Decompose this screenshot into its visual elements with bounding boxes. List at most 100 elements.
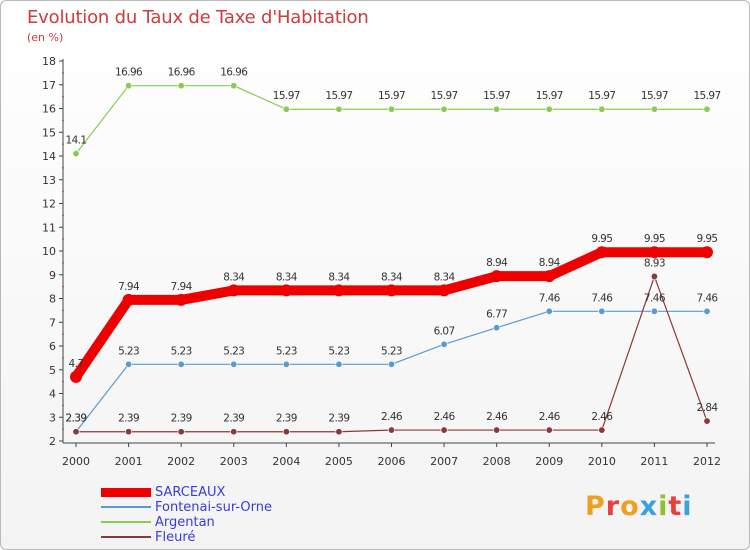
data-point xyxy=(177,360,185,368)
data-point xyxy=(595,246,608,259)
y-tick-label: 12 xyxy=(42,198,56,211)
y-minor-tick xyxy=(62,238,64,240)
logo-letter: r xyxy=(605,491,621,522)
x-tick-label: 2002 xyxy=(167,455,195,468)
data-label: 8.34 xyxy=(434,271,456,283)
data-label: 15.97 xyxy=(588,90,615,102)
data-label: 16.96 xyxy=(220,67,248,79)
data-point xyxy=(125,82,133,90)
x-tick-label: 2010 xyxy=(588,455,616,468)
y-minor-tick xyxy=(62,143,64,145)
chart-subtitle: (en %) xyxy=(27,31,64,44)
y-tick-label: 10 xyxy=(42,245,56,258)
legend-label: Fleuré xyxy=(155,530,196,545)
data-point xyxy=(650,307,658,315)
y-tick-label: 15 xyxy=(42,126,56,139)
logo-letter: x xyxy=(639,491,659,522)
data-point xyxy=(440,340,448,348)
data-point xyxy=(175,293,188,306)
y-minor-tick xyxy=(62,119,64,121)
data-label: 2.46 xyxy=(591,411,613,423)
data-point xyxy=(543,270,556,283)
data-point xyxy=(70,370,82,383)
data-label: 15.97 xyxy=(483,90,510,102)
x-tick-label: 2012 xyxy=(693,455,721,468)
y-tick-label: 8 xyxy=(49,293,56,306)
legend-label: SARCEAUX xyxy=(155,485,226,500)
data-label: 2.84 xyxy=(697,402,719,414)
data-label: 15.97 xyxy=(641,90,668,102)
data-point xyxy=(122,293,135,306)
x-tick-label: 2009 xyxy=(535,455,563,468)
logo-letter: t xyxy=(668,491,683,522)
data-label: 5.23 xyxy=(118,345,139,357)
data-point xyxy=(385,284,398,297)
data-point xyxy=(545,307,553,315)
y-tick-label: 18 xyxy=(42,55,56,68)
data-point xyxy=(493,105,501,113)
logo-letter: o xyxy=(620,491,640,522)
data-label: 5.23 xyxy=(328,345,349,357)
data-label: 9.95 xyxy=(697,233,718,245)
data-label: 8.34 xyxy=(328,271,350,283)
data-point xyxy=(701,246,713,259)
data-point xyxy=(335,428,343,436)
data-label: 2.39 xyxy=(66,413,87,425)
data-point xyxy=(650,272,658,280)
y-minor-tick xyxy=(62,428,64,430)
y-tick-label: 3 xyxy=(49,411,56,424)
data-point xyxy=(177,428,185,436)
data-label: 15.97 xyxy=(431,90,458,102)
x-tick-label: 2011 xyxy=(640,455,668,468)
y-minor-tick xyxy=(62,72,64,74)
data-point xyxy=(387,426,395,434)
data-label: 16.96 xyxy=(115,67,143,79)
data-label: 7.94 xyxy=(171,281,193,293)
data-point xyxy=(493,324,501,332)
data-point xyxy=(598,307,606,315)
logo-letter: i xyxy=(682,491,693,522)
data-label: 7.46 xyxy=(591,292,613,304)
y-tick-label: 16 xyxy=(42,103,56,116)
data-label: 5.23 xyxy=(276,345,297,357)
logo-letter: P xyxy=(585,491,606,522)
data-label: 7.46 xyxy=(644,292,666,304)
data-point xyxy=(490,270,503,283)
data-label: 15.97 xyxy=(693,90,720,102)
data-label: 15.97 xyxy=(325,90,352,102)
y-minor-tick xyxy=(62,357,64,359)
y-minor-tick xyxy=(62,214,64,216)
legend-swatch xyxy=(101,487,151,497)
y-tick-label: 2 xyxy=(49,435,56,448)
data-point xyxy=(387,105,395,113)
legend-label: Fontenai-sur-Orne xyxy=(155,500,272,515)
y-tick-label: 14 xyxy=(42,150,56,163)
data-point xyxy=(598,426,606,434)
legend-swatch xyxy=(101,521,151,523)
data-label: 16.96 xyxy=(168,67,196,79)
x-tick-label: 2000 xyxy=(62,455,90,468)
data-label: 6.77 xyxy=(486,309,507,321)
data-point xyxy=(72,428,80,436)
y-minor-tick xyxy=(62,309,64,311)
y-minor-tick xyxy=(62,191,64,193)
y-tick-label: 9 xyxy=(49,269,56,282)
y-minor-tick xyxy=(62,381,64,383)
data-point xyxy=(230,428,238,436)
data-label: 5.23 xyxy=(171,345,192,357)
x-tick-label: 2004 xyxy=(272,455,300,468)
data-label: 5.23 xyxy=(223,345,244,357)
data-point xyxy=(125,428,133,436)
legend-swatch xyxy=(101,506,151,508)
logo-letter: i xyxy=(658,491,669,522)
chart-title: Evolution du Taux de Taxe d'Habitation xyxy=(27,7,369,28)
data-point xyxy=(703,417,711,425)
data-label: 4.7 xyxy=(69,358,84,370)
data-label: 15.97 xyxy=(378,90,405,102)
data-label: 7.46 xyxy=(539,292,561,304)
data-point xyxy=(440,105,448,113)
y-tick-label: 6 xyxy=(49,340,56,353)
data-point xyxy=(703,105,711,113)
proxiti-logo: Proxiti xyxy=(585,491,693,522)
data-label: 2.46 xyxy=(486,411,508,423)
